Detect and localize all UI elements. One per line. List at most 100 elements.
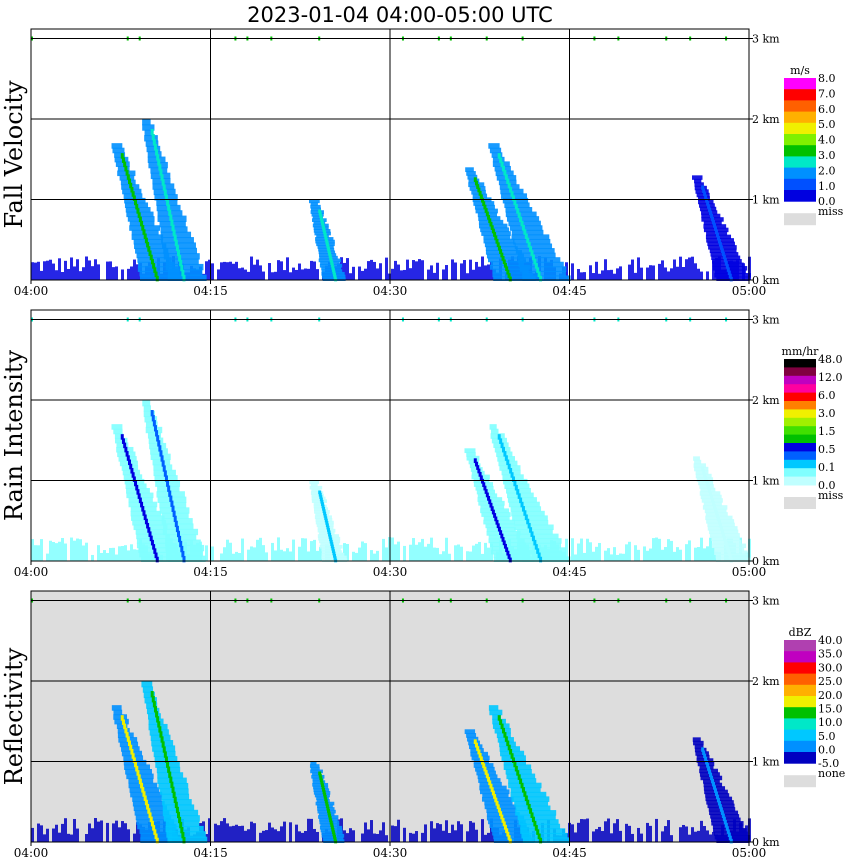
surface-echo-cell — [88, 823, 91, 842]
echo-core-cell — [156, 154, 160, 161]
surface-echo-cell — [640, 833, 643, 842]
surface-echo-cell — [466, 831, 469, 842]
surface-echo-cell — [301, 832, 304, 842]
echo-core-cell — [330, 825, 334, 830]
echo-cell — [519, 266, 567, 272]
echo-core-cell — [714, 791, 718, 797]
echo-core-cell — [530, 250, 534, 256]
echo-core-cell — [333, 272, 337, 277]
echo-core-cell — [510, 753, 514, 759]
surface-echo-cell — [424, 824, 427, 842]
surface-echo-cell — [592, 831, 595, 842]
echo-cell — [142, 119, 151, 126]
surface-echo-cell — [361, 541, 364, 561]
echo-core-cell — [327, 249, 331, 254]
echo-core-cell — [719, 245, 723, 250]
echo-cell — [485, 249, 522, 255]
echo-core-cell — [177, 530, 181, 538]
surface-echo-cell — [394, 544, 397, 561]
echo-core-cell — [491, 228, 495, 234]
echo-core-cell — [135, 765, 139, 772]
echo-cell — [114, 152, 126, 158]
surface-echo-cell — [256, 259, 259, 280]
echo-cell — [517, 252, 556, 259]
surface-echo-cell — [91, 554, 94, 561]
echo-core-cell — [484, 489, 488, 494]
colorbar-unit: dBZ — [789, 626, 812, 639]
echo-core-cell — [179, 259, 183, 267]
echo-core-cell — [478, 752, 482, 758]
echo-core-cell — [713, 507, 717, 512]
echo-cell — [511, 510, 545, 517]
surface-echo-cell — [226, 262, 229, 280]
surface-echo-cell — [586, 538, 589, 561]
surface-echo-cell — [91, 828, 94, 842]
echo-core-cell — [511, 757, 515, 763]
echo-cell — [316, 799, 330, 803]
colorbar-swatch — [784, 359, 816, 368]
surface-echo-cell — [658, 263, 661, 280]
surface-echo-cell — [250, 546, 253, 561]
echo-core-cell — [702, 188, 706, 193]
x-tick-label: 04:30 — [373, 284, 408, 298]
colorbar-swatch — [784, 145, 816, 157]
echo-cell — [489, 424, 497, 430]
echo-cell — [116, 723, 128, 729]
colorbar-label: 0.0 — [818, 195, 836, 208]
echo-cell — [144, 129, 153, 137]
echo-core-cell — [320, 221, 324, 225]
echo-core-cell — [500, 533, 504, 539]
echo-core-cell — [537, 271, 541, 278]
echo-core-cell — [322, 506, 326, 511]
echo-core-cell — [478, 190, 482, 196]
echo-core-cell — [168, 209, 172, 216]
echo-core-cell — [712, 223, 716, 228]
surface-echo-cell — [667, 271, 670, 280]
surface-echo-cell — [91, 266, 94, 280]
echo-cell — [315, 239, 335, 244]
surface-echo-cell — [298, 831, 301, 842]
echo-core-cell — [175, 244, 179, 252]
colorbar-label: 1.0 — [818, 180, 836, 193]
echo-core-cell — [167, 485, 171, 492]
surface-echo-cell — [115, 266, 118, 280]
echo-core-cell — [513, 761, 517, 768]
echo-core-cell — [716, 516, 720, 522]
echo-core-cell — [513, 199, 517, 206]
surface-echo-cell — [268, 263, 271, 280]
surface-echo-cell — [565, 262, 568, 280]
echo-cell — [141, 556, 181, 562]
echo-core-cell — [320, 218, 324, 223]
surface-echo-cell — [100, 820, 103, 842]
surface-echo-cell — [58, 258, 61, 280]
surface-echo-cell — [124, 823, 127, 842]
echo-core-cell — [182, 555, 186, 563]
echo-core-cell — [175, 525, 179, 533]
echo-core-cell — [714, 510, 718, 516]
surface-echo-cell — [619, 266, 622, 280]
echo-cell — [486, 815, 525, 821]
echo-core-cell — [148, 531, 152, 537]
echo-core-cell — [503, 451, 507, 457]
echo-core-cell — [329, 539, 333, 544]
surface-echo-cell — [418, 259, 421, 280]
echo-core-cell — [526, 237, 530, 244]
surface-echo-cell — [679, 256, 682, 280]
echo-cell — [319, 253, 337, 257]
echo-core-cell — [726, 829, 730, 834]
echo-core-cell — [504, 736, 508, 742]
echo-cell — [311, 496, 326, 501]
echo-core-cell — [126, 736, 130, 742]
echo-cell — [490, 542, 526, 547]
surface-echo-cell — [454, 545, 457, 561]
echo-core-cell — [503, 170, 507, 176]
surface-echo-cell — [31, 539, 34, 561]
echo-core-cell — [500, 442, 504, 449]
echo-core-cell — [153, 144, 157, 151]
echo-cell — [143, 405, 151, 412]
colorbar-swatch — [784, 417, 816, 427]
surface-echo-cell — [628, 825, 631, 842]
surface-echo-cell — [55, 543, 58, 561]
surface-echo-cell — [412, 833, 415, 842]
echo-core-cell — [476, 465, 480, 470]
